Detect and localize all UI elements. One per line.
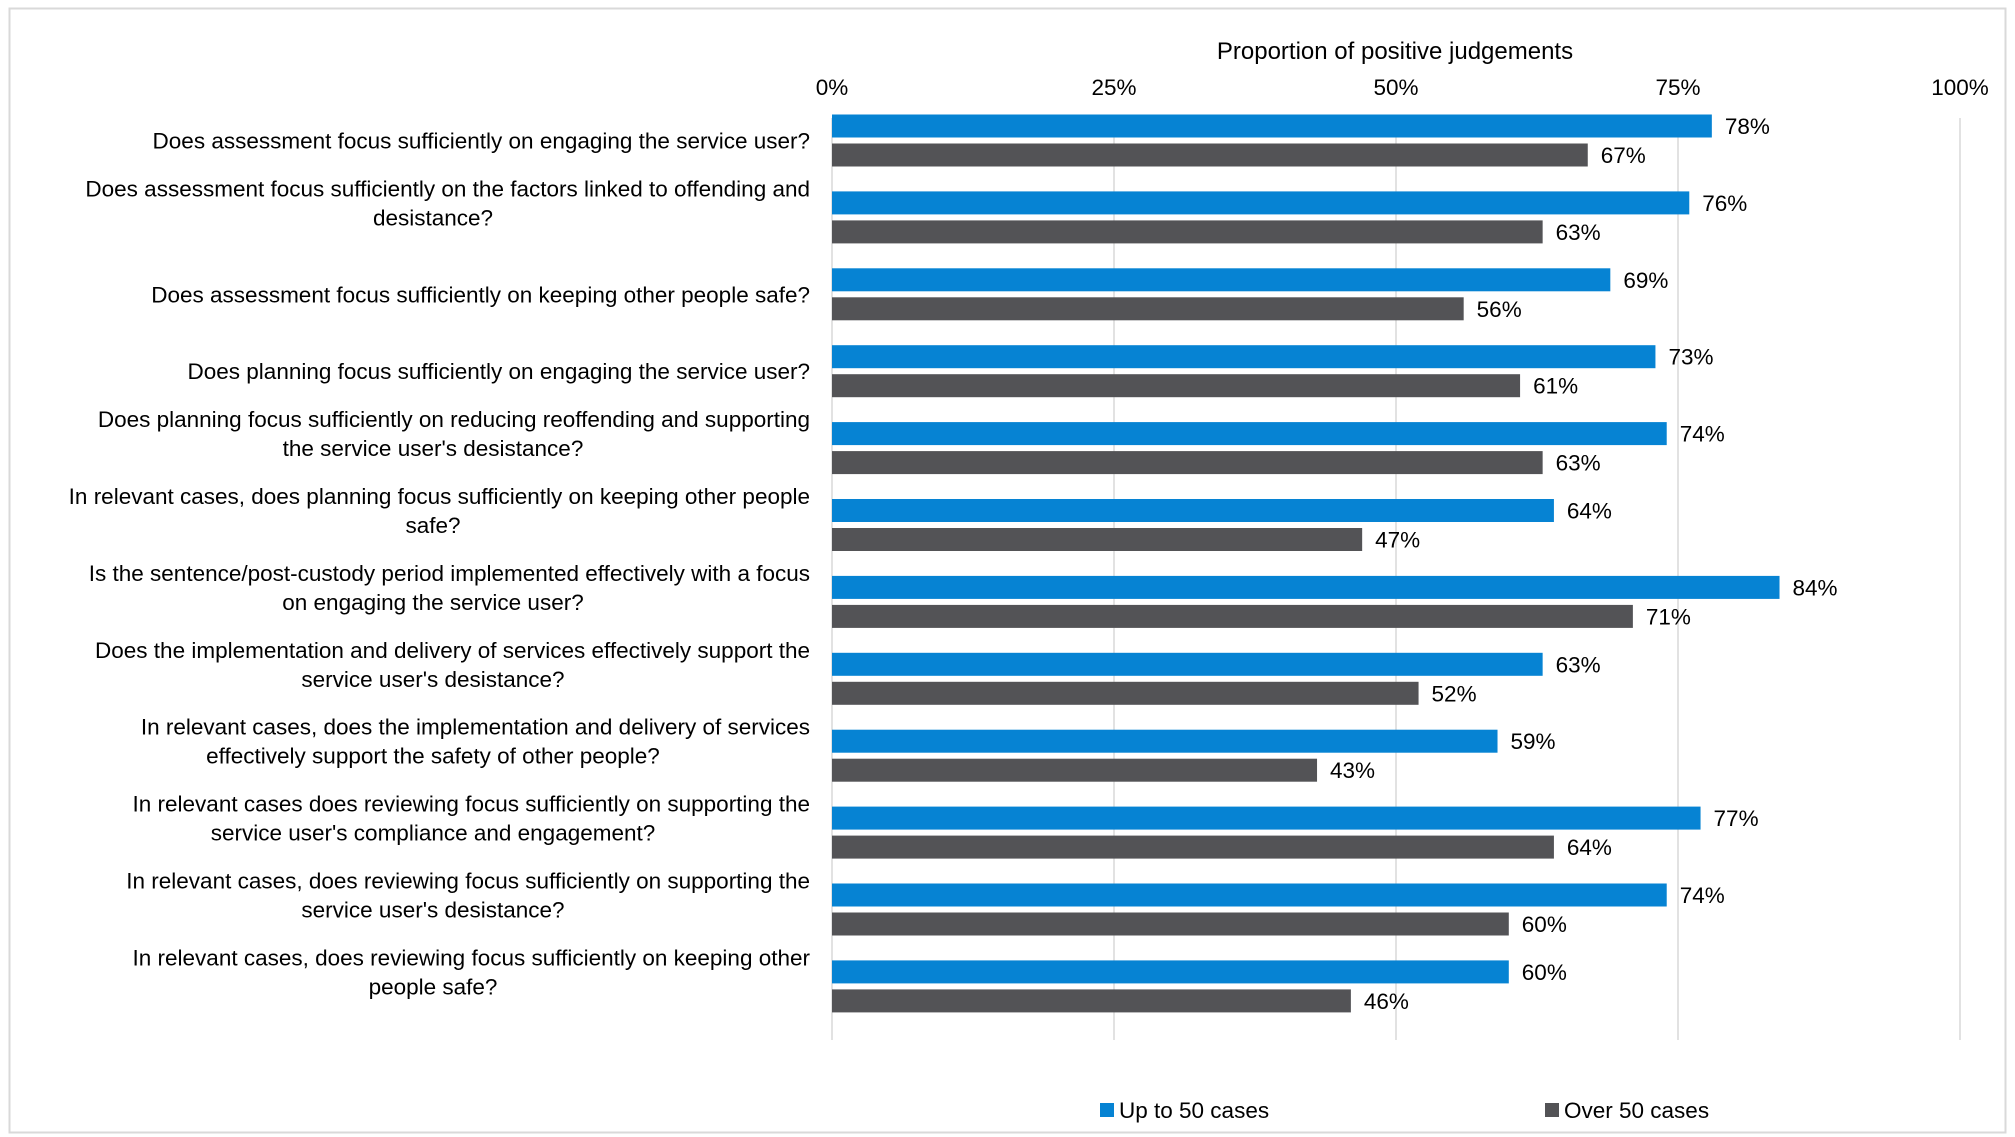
category-label: effectively support the safety of other … (206, 744, 660, 769)
category-label: people safe? (369, 974, 498, 999)
bar (832, 604, 1633, 628)
category-label: Does planning focus sufficiently on redu… (98, 407, 810, 432)
x-tick-label: 100% (1931, 75, 1989, 100)
bar (832, 268, 1611, 292)
category-label: In relevant cases, does reviewing focus … (133, 945, 811, 970)
bar (832, 989, 1351, 1013)
category-label: In relevant cases does reviewing focus s… (133, 792, 810, 817)
data-labels: 78% 67% 76% 63% 69% 56% 73% 61% 74% 63% 64% 47% 84% 7… (1330, 114, 1838, 1014)
category-label: Is the sentence/post-custody period impl… (89, 561, 810, 586)
category-label: Does assessment focus sufficiently on en… (153, 129, 810, 154)
data-label: 67% (1601, 143, 1646, 168)
bar (832, 806, 1701, 830)
category-label: In relevant cases, does planning focus s… (69, 484, 810, 509)
bar (832, 528, 1363, 551)
bar (832, 143, 1588, 167)
category-label: Does assessment focus sufficiently on th… (85, 176, 810, 201)
data-label: 60% (1522, 912, 1567, 937)
data-label: 64% (1567, 499, 1612, 524)
data-label: 76% (1702, 191, 1747, 216)
bar (832, 374, 1521, 398)
category-label: In relevant cases, does the implementati… (141, 715, 810, 740)
category-label: service user's compliance and engagement… (211, 821, 656, 846)
bar (832, 758, 1318, 782)
legend-swatch (1545, 1103, 1559, 1117)
data-label: 69% (1623, 268, 1668, 293)
data-label: 63% (1556, 652, 1601, 677)
bar (832, 422, 1667, 446)
bar (832, 681, 1419, 705)
bar (832, 499, 1554, 522)
bar (832, 835, 1554, 859)
x-tick-label: 0% (816, 75, 849, 100)
bar (832, 297, 1464, 321)
x-tick-label: 75% (1655, 75, 1700, 100)
data-label: 52% (1432, 681, 1477, 706)
category-label: on engaging the service user? (282, 590, 583, 615)
data-label: 59% (1511, 729, 1556, 754)
data-label: 61% (1533, 374, 1578, 399)
bar (832, 191, 1690, 215)
bar (832, 345, 1656, 369)
data-label: 56% (1477, 297, 1522, 322)
bar (832, 114, 1712, 138)
bar (832, 575, 1780, 599)
data-label: 63% (1556, 451, 1601, 476)
data-label: 60% (1522, 960, 1567, 985)
data-label: 64% (1567, 835, 1612, 860)
x-tick-label: 50% (1373, 75, 1418, 100)
bar (832, 883, 1667, 907)
category-label: Does the implementation and delivery of … (95, 638, 810, 663)
category-label: service user's desistance? (301, 898, 564, 923)
category-label: Does planning focus sufficiently on enga… (188, 359, 810, 384)
bar (832, 912, 1509, 936)
data-label: 73% (1668, 345, 1713, 370)
category-label: Does assessment focus sufficiently on ke… (151, 282, 810, 307)
data-label: 77% (1714, 806, 1759, 831)
category-label: desistance? (373, 205, 493, 230)
data-label: 78% (1725, 114, 1770, 139)
bar (832, 960, 1509, 984)
legend-label: Over 50 cases (1564, 1098, 1709, 1123)
category-label: safe? (405, 513, 460, 538)
x-axis-title: Proportion of positive judgements (1217, 38, 1573, 65)
bar (832, 729, 1498, 753)
data-label: 43% (1330, 758, 1375, 783)
data-label: 74% (1680, 422, 1725, 447)
category-label: the service user's desistance? (283, 436, 584, 461)
category-labels: Does assessment focus sufficiently on en… (69, 129, 811, 1000)
bar (832, 220, 1543, 244)
data-label: 46% (1364, 989, 1409, 1014)
legend-label: Up to 50 cases (1119, 1098, 1269, 1123)
bar (832, 451, 1543, 475)
x-axis-ticks: 0% 25% 50% 75% 100% (816, 75, 1989, 100)
data-label: 47% (1375, 528, 1420, 553)
legend-swatch (1100, 1103, 1114, 1117)
x-tick-label: 25% (1091, 75, 1136, 100)
bar (832, 652, 1543, 676)
data-label: 63% (1556, 220, 1601, 245)
data-label: 84% (1793, 575, 1838, 600)
data-label: 74% (1680, 883, 1725, 908)
bars (832, 114, 1780, 1013)
legend: Up to 50 cases Over 50 cases (1100, 1098, 1709, 1123)
data-label: 71% (1646, 604, 1691, 629)
category-label: service user's desistance? (301, 667, 564, 692)
category-label: In relevant cases, does reviewing focus … (126, 869, 810, 894)
